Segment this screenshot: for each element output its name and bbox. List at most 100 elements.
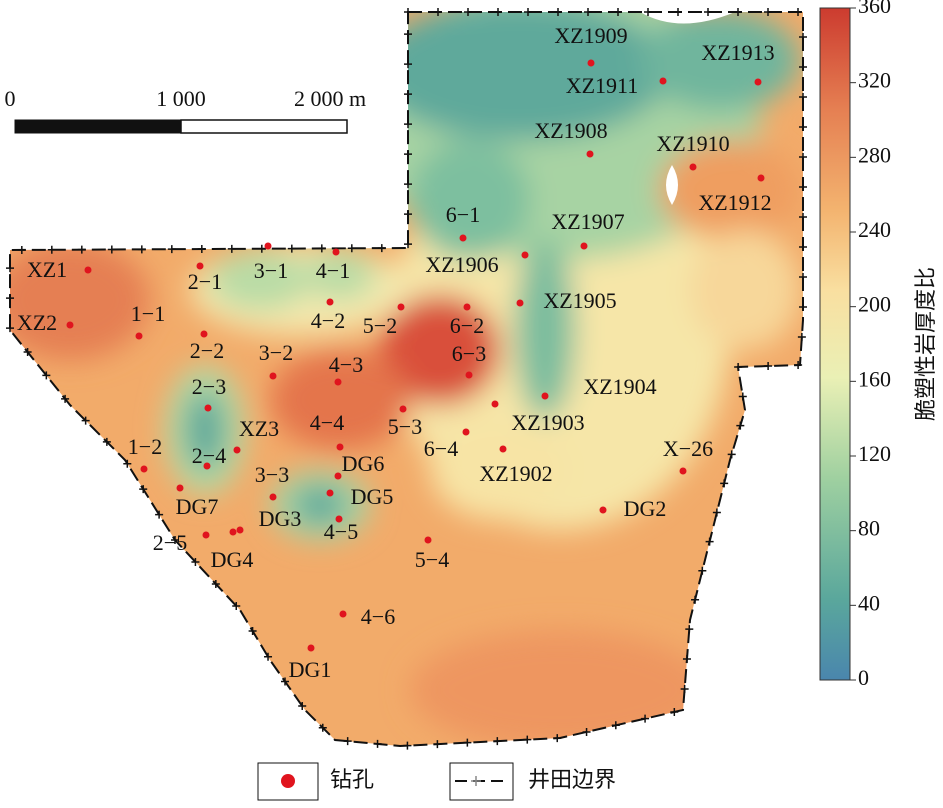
borehole-label: DG1 bbox=[289, 657, 332, 682]
boundary-cross bbox=[318, 723, 327, 732]
boundary-cross bbox=[799, 183, 807, 191]
scale-label: 2 000 m bbox=[294, 86, 366, 111]
borehole-label: 6−4 bbox=[424, 436, 458, 461]
borehole-label: DG4 bbox=[211, 547, 254, 572]
boundary-cross bbox=[137, 245, 146, 254]
boundary-cross bbox=[123, 459, 132, 468]
borehole-label: XZ2 bbox=[17, 310, 57, 335]
boundary-cross bbox=[611, 721, 620, 730]
borehole-label: DG3 bbox=[259, 506, 302, 531]
boundary-cross bbox=[738, 392, 747, 401]
boundary-cross bbox=[343, 737, 352, 746]
borehole-dot bbox=[326, 298, 334, 306]
borehole-label: 2−4 bbox=[192, 443, 226, 468]
borehole-dot bbox=[332, 248, 340, 256]
boreholes: XZ1909 XZ1913 XZ1911 XZ1908 XZ1910 XZ1912 6−1 X… bbox=[17, 23, 775, 682]
borehole-dot bbox=[757, 174, 765, 182]
scale-label: 0 bbox=[5, 86, 16, 111]
borehole-dot bbox=[459, 234, 467, 242]
colorbar-tick-label: 120 bbox=[858, 441, 891, 466]
boundary-cross bbox=[47, 245, 56, 254]
borehole-label: 3−1 bbox=[254, 258, 288, 283]
borehole-dot bbox=[462, 428, 470, 436]
borehole-label: XZ1902 bbox=[479, 461, 552, 486]
boundary-cross bbox=[493, 737, 502, 746]
boundary-cross bbox=[799, 303, 807, 311]
borehole-dot bbox=[334, 472, 342, 480]
borehole-label: 3−3 bbox=[255, 462, 289, 487]
boundary-cross bbox=[281, 677, 290, 686]
borehole-dot bbox=[233, 446, 241, 454]
borehole-label: DG6 bbox=[342, 451, 385, 476]
borehole-dot bbox=[336, 443, 344, 451]
boundary-cross bbox=[799, 273, 807, 281]
boundary-cross bbox=[404, 60, 412, 69]
borehole-label: X−26 bbox=[663, 436, 713, 461]
borehole-dot bbox=[580, 242, 588, 250]
colorbar-tick-label: 240 bbox=[858, 217, 891, 242]
boundary-cross bbox=[799, 63, 807, 71]
boundary-cross bbox=[404, 120, 412, 129]
borehole-label: 5−3 bbox=[388, 414, 422, 439]
borehole-label: 4−5 bbox=[324, 519, 358, 544]
colorbar-tick-label: 320 bbox=[858, 68, 891, 93]
borehole-label: XZ1910 bbox=[656, 131, 729, 156]
borehole-label: XZ1912 bbox=[698, 190, 771, 215]
boundary-cross bbox=[404, 150, 412, 159]
boundary-cross bbox=[373, 739, 382, 748]
contour-fill bbox=[10, 12, 803, 746]
borehole-dot bbox=[754, 78, 762, 86]
boundary-cross bbox=[404, 210, 412, 219]
legend-cross bbox=[471, 776, 481, 786]
boundary-cross bbox=[248, 626, 257, 635]
boundary-cross bbox=[191, 557, 200, 566]
boundary-cross bbox=[404, 180, 412, 189]
borehole-label: 4−1 bbox=[316, 258, 350, 283]
boundary-cross bbox=[553, 734, 562, 743]
borehole-dot bbox=[541, 392, 549, 400]
colorbar-tick-label: 40 bbox=[858, 590, 880, 615]
borehole-dot bbox=[135, 332, 143, 340]
borehole-dot bbox=[586, 150, 594, 158]
borehole-dot bbox=[334, 378, 342, 386]
boundary-cross bbox=[298, 702, 307, 711]
borehole-dot bbox=[307, 644, 315, 652]
boundary-cross bbox=[264, 652, 273, 661]
boundary-cross bbox=[232, 601, 241, 610]
borehole-label: XZ1905 bbox=[543, 288, 616, 313]
boundary-cross bbox=[81, 416, 90, 425]
boundary-cross bbox=[799, 243, 807, 251]
boundary-cross bbox=[685, 625, 694, 634]
borehole-label: 6−1 bbox=[446, 202, 480, 227]
borehole-dot bbox=[66, 321, 74, 329]
legend-dot bbox=[281, 774, 295, 788]
boundary-cross bbox=[197, 245, 206, 254]
borehole-label: 1−1 bbox=[131, 301, 165, 326]
boundary-cross bbox=[6, 264, 14, 273]
boundary-cross bbox=[554, 8, 562, 16]
boundary-cross bbox=[287, 244, 296, 253]
boundary-cross bbox=[727, 450, 736, 459]
boundary-cross bbox=[211, 579, 220, 588]
boundary-cross bbox=[42, 371, 51, 380]
boundary-cross bbox=[691, 595, 700, 604]
colorbar bbox=[819, 7, 851, 681]
borehole-dot bbox=[335, 515, 343, 523]
borehole-dot bbox=[397, 303, 405, 311]
borehole-dot bbox=[659, 77, 667, 85]
borehole-label: XZ1903 bbox=[511, 410, 584, 435]
borehole-label: 4−2 bbox=[311, 308, 345, 333]
borehole-label: 3−2 bbox=[259, 340, 293, 365]
borehole-dot bbox=[491, 400, 499, 408]
borehole-dot bbox=[140, 465, 148, 473]
boundary-cross bbox=[794, 361, 803, 370]
boundary-cross bbox=[167, 245, 176, 254]
boundary-cross bbox=[404, 8, 412, 16]
colorbar-tick-label: 160 bbox=[858, 366, 891, 391]
borehole-label: 6−2 bbox=[450, 313, 484, 338]
borehole-label: XZ1908 bbox=[534, 118, 607, 143]
borehole-dot bbox=[84, 266, 92, 274]
boundary-cross bbox=[799, 213, 807, 221]
borehole-dot bbox=[521, 251, 529, 259]
